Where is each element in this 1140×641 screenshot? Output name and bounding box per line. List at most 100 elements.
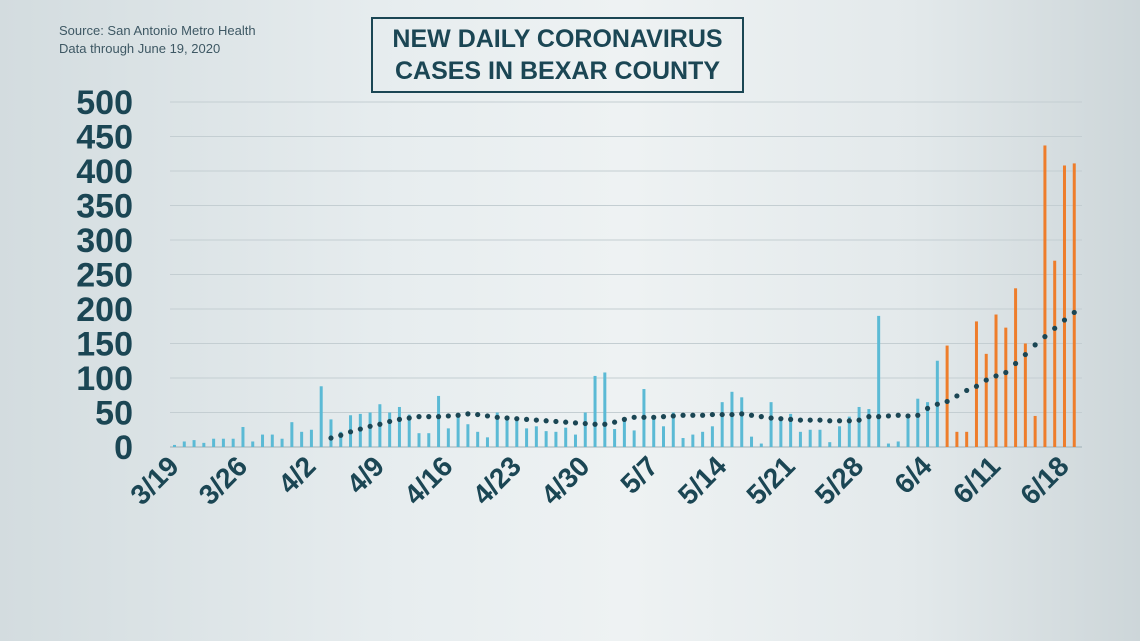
bar	[466, 424, 470, 447]
chart-title-line-2: CASES IN BEXAR COUNTY	[394, 57, 721, 85]
bar	[290, 422, 294, 447]
average-dot	[944, 398, 950, 405]
average-dot	[846, 418, 852, 424]
x-tick-label: 4/23	[467, 450, 527, 510]
bar	[632, 430, 636, 447]
average-dot	[543, 418, 549, 424]
bar	[710, 426, 714, 447]
bar	[926, 402, 930, 447]
average-dot	[612, 419, 618, 425]
bar	[573, 434, 577, 447]
average-dot	[592, 421, 598, 427]
average-dot	[827, 418, 833, 424]
bar	[182, 441, 186, 447]
average-dot	[768, 415, 774, 421]
bar	[886, 443, 890, 447]
average-dot	[993, 373, 999, 379]
average-dot	[1022, 351, 1028, 358]
average-dot	[758, 414, 764, 420]
average-dot	[905, 413, 911, 419]
average-dot	[338, 432, 344, 438]
average-dot	[797, 417, 804, 423]
y-tick-label: 400	[76, 153, 133, 191]
bar	[759, 443, 763, 447]
average-dot	[494, 414, 500, 420]
bar	[446, 428, 450, 447]
bar	[1023, 343, 1027, 447]
average-dot	[651, 414, 657, 420]
average-dot	[553, 418, 559, 425]
average-dot	[631, 414, 637, 420]
x-tick-label: 5/7	[615, 450, 664, 499]
bar	[593, 375, 597, 447]
bar	[857, 406, 861, 447]
bar	[896, 441, 900, 447]
bar	[720, 402, 724, 447]
bar	[622, 420, 626, 447]
average-dot	[475, 411, 481, 418]
bar	[261, 434, 265, 447]
average-dot	[680, 412, 686, 418]
average-dot	[885, 413, 892, 419]
bar	[329, 419, 333, 447]
average-dot	[387, 418, 393, 425]
average-dot	[836, 418, 843, 424]
average-dot	[641, 414, 647, 420]
bar	[221, 438, 225, 447]
chart-title: NEW DAILY CORONAVIRUS CASES IN BEXAR COU…	[371, 17, 744, 93]
x-tick-label: 4/30	[535, 450, 595, 510]
bar	[662, 426, 665, 447]
x-tick-label: 5/21	[740, 450, 800, 510]
bar	[1053, 260, 1057, 447]
average-dot	[954, 393, 960, 399]
bar	[877, 315, 881, 447]
bar	[769, 402, 773, 447]
x-tick-label: 3/26	[193, 450, 253, 510]
bar	[456, 416, 460, 447]
bar	[212, 438, 216, 447]
average-dots	[328, 309, 1077, 441]
bar	[1014, 288, 1018, 447]
bar	[867, 409, 871, 447]
x-tick-label: 5/28	[809, 450, 869, 510]
average-dot	[778, 416, 784, 422]
y-tick-label: 150	[76, 326, 133, 364]
average-dot	[396, 416, 403, 422]
average-dot	[533, 417, 539, 423]
y-tick-label: 450	[76, 119, 133, 157]
average-dot	[484, 413, 491, 419]
average-dot	[435, 414, 442, 420]
gridlines	[170, 101, 1082, 448]
bar	[241, 426, 245, 447]
bar	[495, 412, 499, 447]
bar	[388, 412, 392, 447]
bar	[613, 429, 617, 447]
average-dot	[406, 415, 412, 421]
bar	[691, 434, 695, 447]
average-dot	[807, 417, 813, 423]
average-dot	[739, 411, 745, 417]
bar	[505, 415, 509, 447]
average-dot	[973, 383, 980, 389]
bar	[1004, 327, 1008, 447]
bar	[427, 433, 431, 447]
average-dot	[572, 420, 579, 426]
average-dot	[866, 414, 872, 420]
bar	[916, 398, 920, 447]
bar	[397, 406, 401, 447]
bar	[339, 431, 343, 447]
average-dot	[328, 435, 334, 441]
average-dot	[1061, 317, 1068, 323]
average-dot	[563, 419, 569, 425]
bar	[730, 391, 734, 447]
average-dot	[709, 411, 716, 418]
average-dot	[347, 429, 354, 435]
bar	[515, 416, 519, 447]
bar	[583, 412, 587, 447]
bar	[838, 426, 842, 447]
average-dot	[621, 416, 627, 422]
average-dot	[416, 414, 422, 420]
average-dot	[1003, 369, 1009, 376]
x-tick-label: 4/16	[398, 450, 458, 510]
